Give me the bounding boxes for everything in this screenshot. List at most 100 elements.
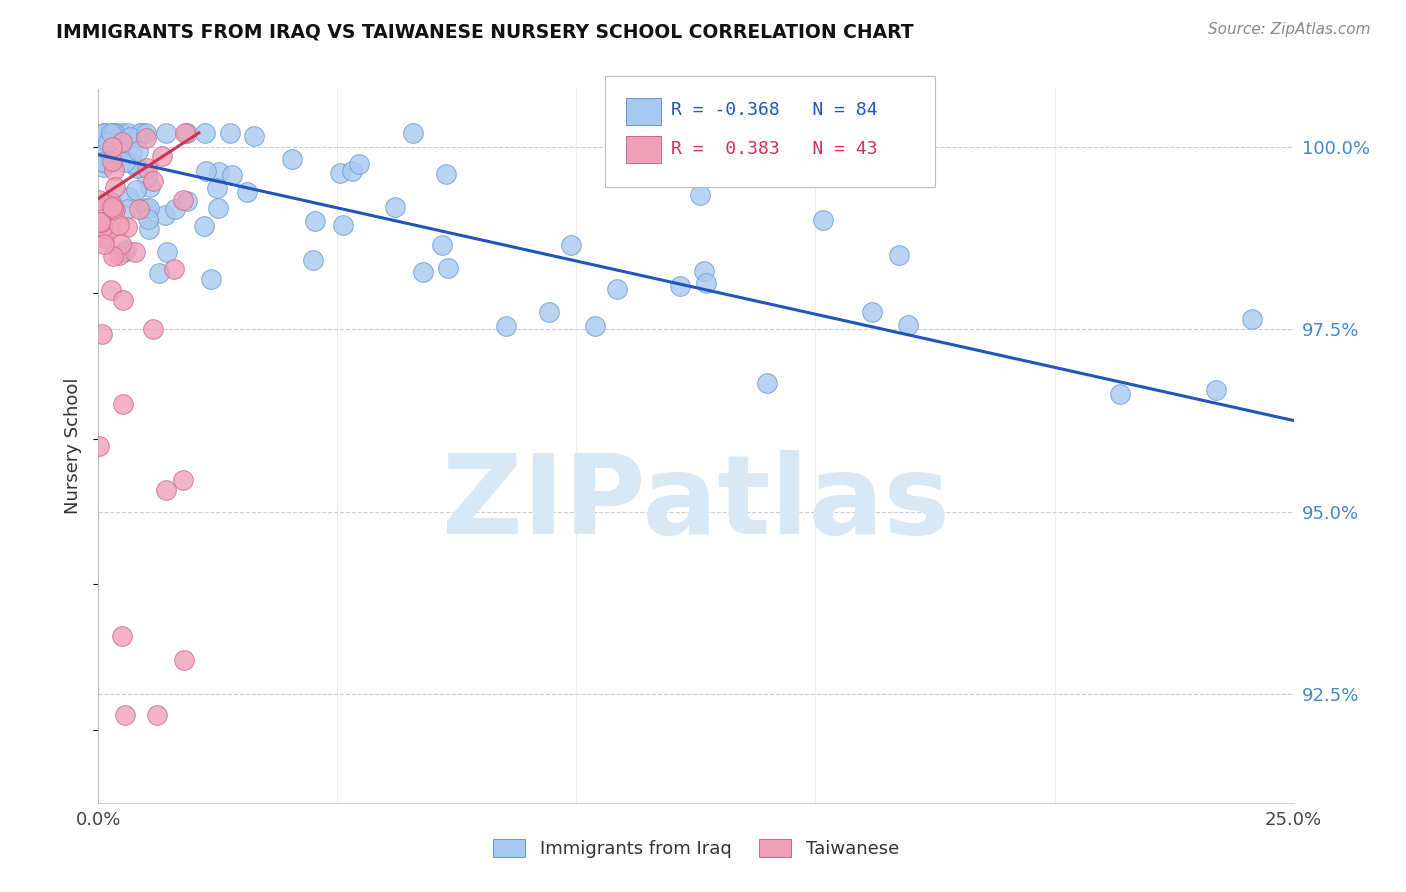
Point (560, 237, 582, 252)
Point (495, 318, 517, 333)
Point (98, 222, 121, 236)
Point (384, 200, 406, 214)
Point (402, 126, 425, 140)
Point (101, 153, 124, 168)
Point (340, 163, 363, 178)
Point (172, 473, 194, 487)
Point (163, 261, 186, 276)
Point (176, 194, 198, 209)
Point (100, 195, 122, 210)
Point (689, 188, 711, 202)
Point (103, 126, 125, 140)
Point (111, 293, 134, 308)
Point (127, 144, 149, 158)
Point (219, 126, 242, 140)
Point (115, 220, 138, 235)
Text: ZIPatlas: ZIPatlas (441, 450, 950, 557)
Point (91, 160, 114, 174)
Point (135, 131, 157, 145)
Point (101, 140, 124, 154)
Point (129, 126, 152, 140)
Point (104, 202, 127, 217)
Point (101, 249, 124, 263)
Point (329, 166, 352, 180)
Point (1109, 386, 1132, 401)
Point (100, 284, 122, 298)
Point (163, 202, 186, 217)
Text: Source: ZipAtlas.com: Source: ZipAtlas.com (1208, 22, 1371, 37)
Point (208, 165, 231, 179)
Point (100, 126, 122, 140)
Point (148, 266, 170, 280)
Point (108, 248, 131, 262)
Point (112, 244, 135, 259)
Point (111, 397, 134, 411)
Point (695, 276, 717, 290)
Point (91, 327, 114, 342)
Point (91, 219, 114, 234)
Point (194, 126, 217, 140)
Point (111, 126, 134, 140)
Point (107, 218, 129, 232)
Point (437, 261, 460, 276)
Point (142, 322, 165, 336)
Point (111, 135, 134, 149)
Point (693, 264, 716, 278)
Point (104, 126, 127, 140)
Legend: Immigrants from Iraq, Taiwanese: Immigrants from Iraq, Taiwanese (485, 831, 907, 865)
Point (135, 201, 157, 215)
Point (117, 126, 139, 140)
Point (889, 248, 911, 262)
Point (96, 156, 118, 170)
Point (121, 147, 143, 161)
Point (117, 190, 139, 204)
Point (155, 245, 177, 260)
Point (89, 440, 111, 454)
Point (195, 164, 218, 178)
Point (860, 305, 883, 319)
Point (100, 155, 122, 169)
Point (347, 157, 370, 171)
Point (146, 707, 169, 722)
Point (136, 211, 159, 226)
Point (155, 126, 177, 140)
Point (120, 155, 142, 169)
Point (1241, 312, 1264, 326)
Point (583, 319, 606, 334)
Point (120, 130, 142, 145)
Point (434, 167, 457, 181)
Point (136, 169, 159, 184)
Point (669, 279, 692, 293)
Point (236, 186, 259, 200)
Point (1205, 383, 1227, 397)
Point (139, 180, 162, 194)
Point (174, 126, 197, 140)
Point (104, 179, 127, 194)
Point (127, 161, 149, 175)
Point (93, 147, 115, 161)
Point (281, 153, 304, 167)
Point (101, 126, 124, 140)
Point (89, 194, 111, 208)
Point (150, 149, 173, 163)
Point (207, 201, 229, 215)
Point (243, 128, 266, 143)
Point (155, 209, 177, 223)
Point (135, 126, 157, 140)
Point (172, 193, 194, 207)
Point (205, 181, 228, 195)
Point (332, 218, 354, 232)
Point (124, 245, 146, 260)
Point (176, 126, 198, 140)
Point (606, 282, 628, 296)
Point (128, 202, 150, 217)
Point (98, 194, 121, 208)
Y-axis label: Nursery School: Nursery School (65, 377, 83, 515)
Point (304, 214, 326, 228)
Point (115, 243, 138, 257)
Point (131, 126, 153, 140)
Point (138, 202, 160, 216)
Point (173, 653, 195, 667)
Point (432, 238, 454, 252)
Point (110, 236, 132, 251)
